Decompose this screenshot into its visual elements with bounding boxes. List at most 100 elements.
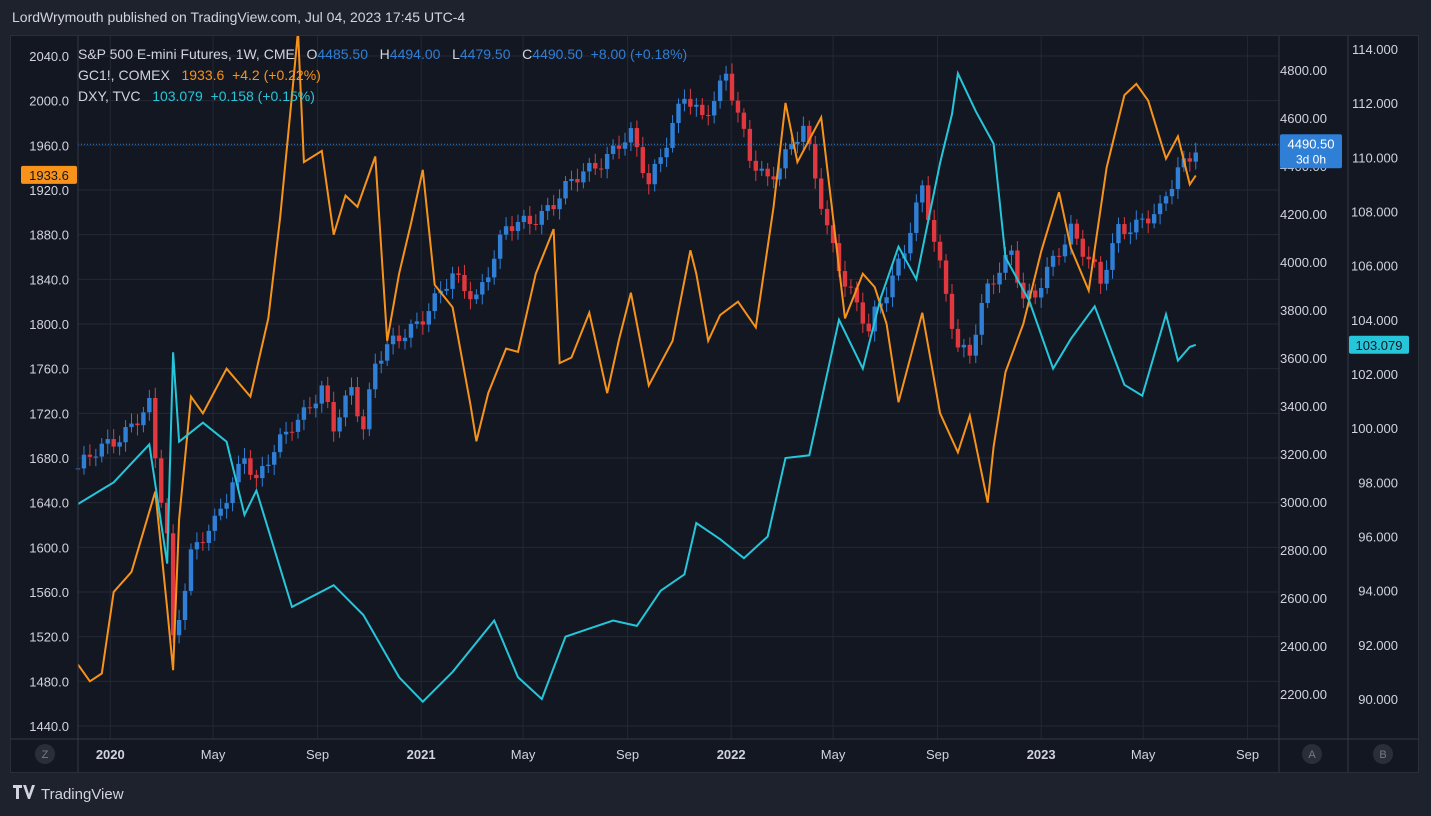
spx-candle (99, 437, 104, 463)
legend-row-spx[interactable]: S&P 500 E-mini Futures, 1W, CME O4485.50… (78, 44, 687, 65)
spx-candle-body (1140, 218, 1145, 220)
spx-candle-body (159, 458, 164, 503)
legend-spx-change: +8.00 (+0.18%) (590, 46, 688, 62)
spx-tick-label: 3600.00 (1280, 351, 1327, 366)
spx-candle (349, 377, 354, 405)
axis-button-b[interactable] (1373, 744, 1393, 764)
spx-candle (527, 206, 533, 235)
spx-candle (200, 532, 206, 551)
spx-candle-body (682, 98, 687, 104)
spx-candle-body (747, 128, 753, 161)
spx-candle-body (319, 385, 324, 404)
axis-button-z-label: Z (42, 749, 49, 761)
spx-candle-body (557, 198, 562, 210)
dxy-price-tag (1349, 335, 1409, 354)
spx-candle-body (408, 323, 414, 338)
spx-candle (1187, 152, 1193, 172)
spx-candle (384, 338, 390, 366)
spx-candle (105, 429, 110, 454)
spx-candle (468, 281, 473, 310)
spx-candle-body (420, 321, 426, 325)
spx-candle-body (212, 515, 217, 531)
spx-tick-label: 2600.00 (1280, 591, 1327, 606)
spx-candle-body (765, 168, 770, 177)
spx-candle-body (1134, 219, 1139, 233)
spx-candle-body (646, 173, 651, 185)
spx-candle-body (373, 363, 378, 390)
spx-candle (295, 413, 301, 439)
footer-brand[interactable]: TradingView (13, 785, 124, 803)
dxy-tick-label: 96.000 (1358, 530, 1398, 545)
spx-candle (444, 278, 449, 296)
spx-candle (509, 215, 515, 241)
spx-candle-body (1145, 218, 1151, 224)
spx-candle-body (789, 143, 794, 150)
x-tick-label: Sep (926, 747, 949, 762)
spx-candle (1062, 234, 1068, 263)
axis-button-z[interactable] (35, 744, 55, 764)
spx-candle-body (533, 224, 539, 226)
spx-candle (93, 448, 99, 467)
spx-candle-body (474, 294, 479, 300)
spx-candle-body (1003, 254, 1008, 273)
legend-row-dxy[interactable]: DXY, TVC 103.079 +0.158 (+0.15%) (78, 86, 687, 107)
spx-candle-body (652, 163, 657, 185)
axis-button-a[interactable] (1302, 744, 1322, 764)
spx-candle-body (896, 258, 901, 276)
spx-tick-label: 4600.00 (1280, 111, 1327, 126)
spx-candle-body (1074, 223, 1080, 239)
spx-candle (688, 88, 693, 115)
gold-tick-label: 1800.0 (29, 317, 69, 332)
spx-candle-body (991, 283, 996, 285)
spx-candle-body (1157, 203, 1163, 215)
spx-candle (1193, 142, 1198, 170)
legend-row-gold[interactable]: GC1!, COMEX 1933.6 +4.2 (+0.22%) (78, 65, 687, 86)
spx-candle-body (491, 258, 497, 278)
chart-canvas[interactable]: 2020 May Sep 2021 May Sep 2022 May Sep 2023 May Sep… (11, 36, 1418, 772)
spx-candle-body (1062, 244, 1068, 257)
spx-candle-body (153, 398, 158, 459)
chart-frame[interactable]: 2020 May Sep 2021 May Sep 2022 May Sep 2023 May Sep… (10, 35, 1419, 773)
legend-spx-h-label: H (379, 46, 390, 62)
spx-candle (795, 131, 800, 154)
legend-spx-high: 4494.00 (389, 46, 441, 62)
spx-candle-body (1086, 256, 1091, 260)
spx-candle (747, 120, 753, 169)
spx-candle-body (771, 176, 776, 180)
legend-spx-c-label: C (522, 46, 533, 62)
spx-candle-body (468, 291, 473, 300)
spx-candle-body (325, 385, 330, 402)
x-tick-label: 2022 (717, 747, 746, 762)
spx-candle (426, 303, 431, 333)
spx-candle-body (218, 508, 223, 516)
spx-tick-label: 2800.00 (1280, 543, 1327, 558)
spx-candle-body (277, 434, 283, 453)
spx-tick-label: 4200.00 (1280, 207, 1327, 222)
spx-candle-body (1151, 214, 1157, 224)
spx-candle (379, 351, 384, 374)
spx-candle-body (634, 128, 640, 148)
spx-candle (961, 338, 967, 358)
spx-candle (390, 327, 396, 355)
spx-candle-body (967, 344, 973, 356)
spx-candle-body (1056, 255, 1062, 257)
spx-candle (1009, 245, 1014, 266)
x-tick-label: 2020 (96, 747, 125, 762)
spx-candle-body (842, 271, 848, 287)
spx-candle (486, 267, 491, 291)
spx-candle (569, 170, 574, 191)
spx-candle-body (581, 171, 586, 183)
spx-candle-body (610, 145, 616, 154)
spx-candle-body (961, 344, 967, 348)
spx-candle-body (866, 323, 871, 332)
spx-candle (307, 397, 313, 415)
spx-candle-body (824, 208, 830, 226)
spx-candle (646, 164, 651, 195)
spx-candle-body (1080, 238, 1085, 257)
spx-candle-body (1044, 266, 1050, 289)
spx-candle (408, 319, 414, 348)
spx-candle-body (480, 282, 485, 295)
spx-candle-body (456, 273, 461, 275)
spx-candle (896, 253, 901, 281)
spx-candle-body (254, 474, 259, 479)
